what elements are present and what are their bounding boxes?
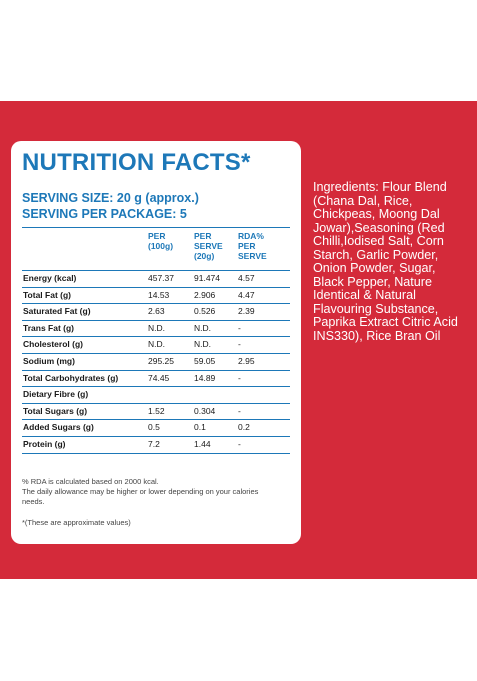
header-per-serve: PER SERVE (20g) (194, 231, 223, 261)
row-label: Trans Fat (g) (23, 322, 75, 333)
row-rule (22, 336, 290, 338)
header-per-100g: PER (100g) (148, 231, 174, 251)
footnote-allowance: The daily allowance may be higher or low… (22, 487, 259, 506)
value-per-100g: N.D. (148, 339, 165, 350)
row-label: Total Fat (g) (23, 289, 71, 300)
value-rda: - (238, 439, 241, 449)
value-per-serve: 0.526 (194, 306, 216, 317)
value-rda: 2.39 (238, 306, 255, 317)
row-rule (22, 369, 290, 371)
value-rda: - (238, 372, 241, 383)
serving-info: SERVING SIZE: 20 g (approx.) SERVING PER… (22, 190, 199, 222)
value-rda: - (238, 322, 241, 333)
value-rda: - (238, 339, 241, 350)
row-rule (22, 270, 290, 271)
row-rule (22, 419, 290, 421)
value-per-serve: 2.906 (194, 289, 216, 300)
row-rule (22, 402, 290, 404)
footnote-rda: % RDA is calculated based on 2000 kcal. (22, 477, 159, 486)
table-row: Dietary Fibre (g) (22, 386, 290, 402)
table-bottom-rule (22, 452, 290, 454)
value-rda: 2.95 (238, 356, 255, 366)
row-label: Sodium (mg) (23, 356, 75, 366)
header-rule (22, 227, 290, 228)
row-label: Dietary Fibre (g) (23, 389, 89, 400)
value-per-100g: 0.5 (148, 422, 160, 433)
value-rda: 4.47 (238, 289, 255, 300)
header-rda: RDA% PER SERVE (238, 231, 267, 261)
value-per-serve: 91.474 (194, 273, 220, 283)
ingredients-text: Ingredients: Flour Blend (Chana Dal, Ric… (313, 180, 458, 343)
row-label: Protein (g) (23, 439, 66, 449)
table-row: Added Sugars (g) 0.5 0.1 0.2 (22, 419, 290, 435)
row-label: Saturated Fat (g) (23, 306, 91, 317)
row-label: Cholesterol (g) (23, 339, 83, 350)
value-rda: 4.57 (238, 273, 255, 283)
value-rda: 0.2 (238, 422, 250, 433)
serving-size: SERVING SIZE: 20 g (approx.) (22, 191, 199, 205)
value-rda: - (238, 405, 241, 416)
row-rule (22, 353, 290, 354)
value-per-100g: 457.37 (148, 273, 174, 283)
row-label: Added Sugars (g) (23, 422, 94, 433)
value-per-serve: 14.89 (194, 372, 216, 383)
value-per-100g: 295.25 (148, 356, 174, 366)
value-per-serve: 0.304 (194, 405, 216, 416)
value-per-100g: 74.45 (148, 372, 170, 383)
row-rule (22, 303, 290, 305)
table-row: Total Fat (g) 14.53 2.906 4.47 (22, 287, 290, 303)
value-per-serve: N.D. (194, 339, 211, 350)
row-label: Total Sugars (g) (23, 405, 88, 416)
value-per-serve: 1.44 (194, 439, 211, 449)
table-row: Total Carbohydrates (g) 74.45 14.89 - (22, 370, 290, 386)
row-rule (22, 319, 290, 321)
nutrition-title: NUTRITION FACTS* (22, 149, 251, 176)
table-row: Sodium (mg) 295.25 59.05 2.95 (22, 353, 290, 369)
row-rule (22, 436, 290, 437)
value-per-serve: 0.1 (194, 422, 206, 433)
value-per-100g: 1.52 (148, 405, 165, 416)
row-label: Energy (kcal) (23, 273, 77, 283)
row-rule (22, 286, 290, 288)
value-per-100g: 7.2 (148, 439, 160, 449)
table-row: Protein (g) 7.2 1.44 - (22, 436, 290, 452)
nutrition-facts-panel: NUTRITION FACTS* SERVING SIZE: 20 g (app… (11, 141, 301, 544)
table-row: Saturated Fat (g) 2.63 0.526 2.39 (22, 303, 290, 319)
serving-per-package: SERVING PER PACKAGE: 5 (22, 207, 187, 221)
value-per-100g: 14.53 (148, 289, 170, 300)
table-row: Cholesterol (g) N.D. N.D. - (22, 336, 290, 352)
value-per-serve: 59.05 (194, 356, 216, 366)
table-row: Trans Fat (g) N.D. N.D. - (22, 320, 290, 336)
table-row: Energy (kcal) 457.37 91.474 4.57 (22, 270, 290, 286)
value-per-serve: N.D. (194, 322, 211, 333)
footnote-approx: *(These are approximate values) (22, 518, 131, 527)
row-rule (22, 386, 290, 388)
value-per-100g: N.D. (148, 322, 165, 333)
value-per-100g: 2.63 (148, 306, 165, 317)
row-label: Total Carbohydrates (g) (23, 372, 119, 383)
table-row: Total Sugars (g) 1.52 0.304 - (22, 403, 290, 419)
